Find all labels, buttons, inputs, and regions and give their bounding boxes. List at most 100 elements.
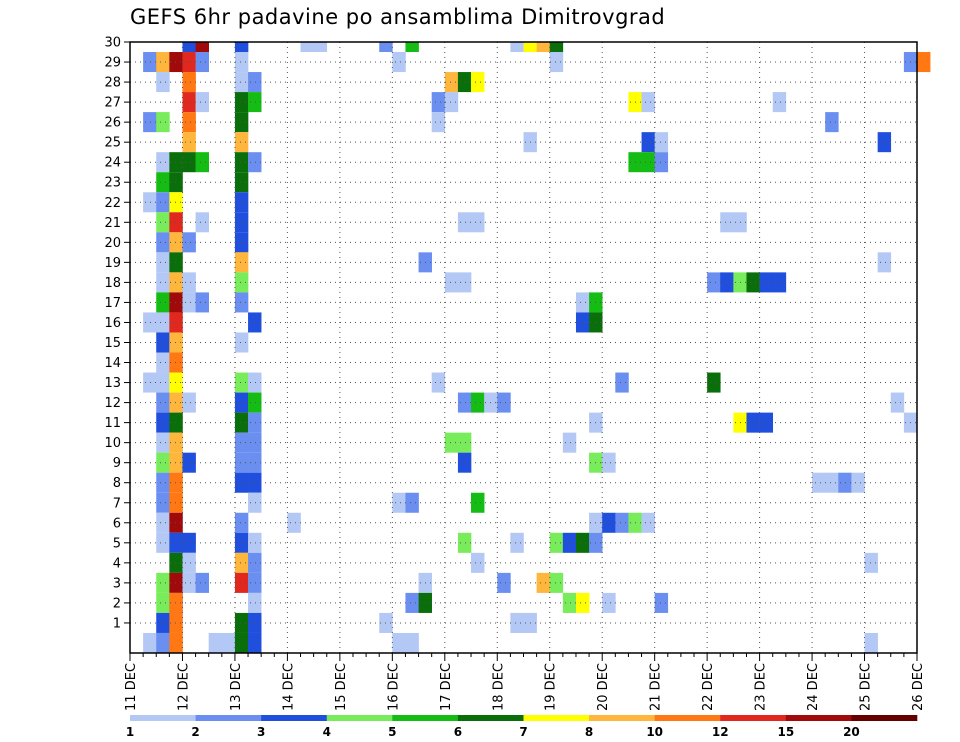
y-tick-label: 21 [104,216,121,231]
heatmap-cell [169,272,183,293]
heatmap-cell [234,172,249,193]
heatmap-cell [156,532,170,553]
heatmap-cell [234,532,249,553]
y-tick-label: 24 [104,156,121,171]
heatmap-cell [641,512,655,533]
y-tick-label: 30 [104,36,121,51]
colorbar-segment [654,715,721,721]
heatmap-cell [156,232,170,253]
heatmap-cell [562,532,577,553]
y-tick-label: 22 [104,196,121,211]
heatmap-cell [471,552,485,573]
heatmap-cell [471,492,485,513]
heatmap-cell [497,572,511,593]
heatmap-cell [549,52,564,73]
heatmap-cell [313,42,328,53]
heatmap-cell [248,432,262,453]
heatmap-cell [182,292,196,313]
heatmap-cell [549,42,564,53]
heatmap-cell [575,312,590,333]
heatmap-cell [234,272,249,293]
colorbar-label: 3 [257,725,265,739]
heatmap-cell [169,612,183,633]
heatmap-cell [169,472,183,493]
colorbar-segment [523,715,590,721]
heatmap-cell [772,272,787,293]
heatmap-cell [234,432,249,453]
heatmap-cell [195,212,209,233]
heatmap-cell [234,472,249,493]
y-tick-label: 9 [113,456,121,471]
heatmap-cell [234,42,249,53]
y-tick-label: 18 [104,276,121,291]
heatmap-cell [143,112,157,133]
heatmap-cell [234,372,249,393]
heatmap-cell [156,72,170,93]
heatmap-cell [575,532,590,553]
x-tick-label: 22 DEC [701,663,716,711]
x-tick-label: 16 DEC [386,663,401,711]
heatmap-cell [234,632,249,653]
colorbar-label: 4 [323,725,331,739]
heatmap-cell [392,632,406,653]
y-axis: 1234567891011121314151617181920212223242… [104,36,130,631]
x-tick-label: 12 DEC [176,663,191,711]
heatmap-cell [562,592,577,613]
x-tick-label: 26 DEC [911,663,926,711]
heatmap-cell [248,612,262,633]
heatmap-cell [156,272,170,293]
y-tick-label: 14 [104,356,121,371]
x-tick-label: 19 DEC [544,663,559,711]
colorbar-label: 10 [646,725,663,739]
heatmap-cell [169,552,183,573]
heatmap-cell [182,392,196,413]
heatmap-cell [431,92,446,113]
colorbar-label: 6 [454,725,462,739]
heatmap-cell [917,52,931,73]
heatmap-cell [549,572,564,593]
colorbar-label: 7 [519,725,527,739]
heatmap-cell [182,42,196,53]
y-tick-label: 23 [104,176,121,191]
heatmap-cell [234,452,249,473]
heatmap-cell [182,72,196,93]
heatmap-cell [248,152,262,173]
heatmap-cell [234,292,249,313]
heatmap-cell [248,72,262,93]
heatmap-cell [169,232,183,253]
heatmap-cell [234,112,249,133]
heatmap-cell [707,372,721,393]
heatmap-cell [182,532,196,553]
y-tick-label: 7 [113,496,121,511]
heatmap-cell [156,112,170,133]
heatmap-cell [641,132,655,153]
y-tick-label: 13 [104,376,121,391]
heatmap-cell [234,52,249,73]
heatmap-cell [431,112,446,133]
heatmap-cell [182,572,196,593]
y-tick-label: 28 [104,76,121,91]
y-tick-label: 11 [104,416,121,431]
colorbar-segment [851,715,918,721]
heatmap-cell [182,92,196,113]
heatmap-cell [156,632,170,653]
heatmap-cell [156,572,170,593]
heatmap-cell [248,472,262,493]
heatmap-cell [234,72,249,93]
heatmap-cell [234,612,249,633]
heatmap-cell [248,372,262,393]
heatmap-cell [746,412,760,433]
heatmap-cell [641,92,655,113]
heatmap-cell [457,392,472,413]
heatmap-cell [156,412,170,433]
x-tick-label: 18 DEC [491,663,506,711]
heatmap-cell [195,152,209,173]
heatmap-cell [169,592,183,613]
heatmap-cell [234,332,249,353]
x-tick-label: 17 DEC [439,663,454,711]
y-tick-label: 20 [104,236,121,251]
heatmap-cell [169,212,183,233]
heatmap-cell [195,292,209,313]
heatmap-cell [195,92,209,113]
